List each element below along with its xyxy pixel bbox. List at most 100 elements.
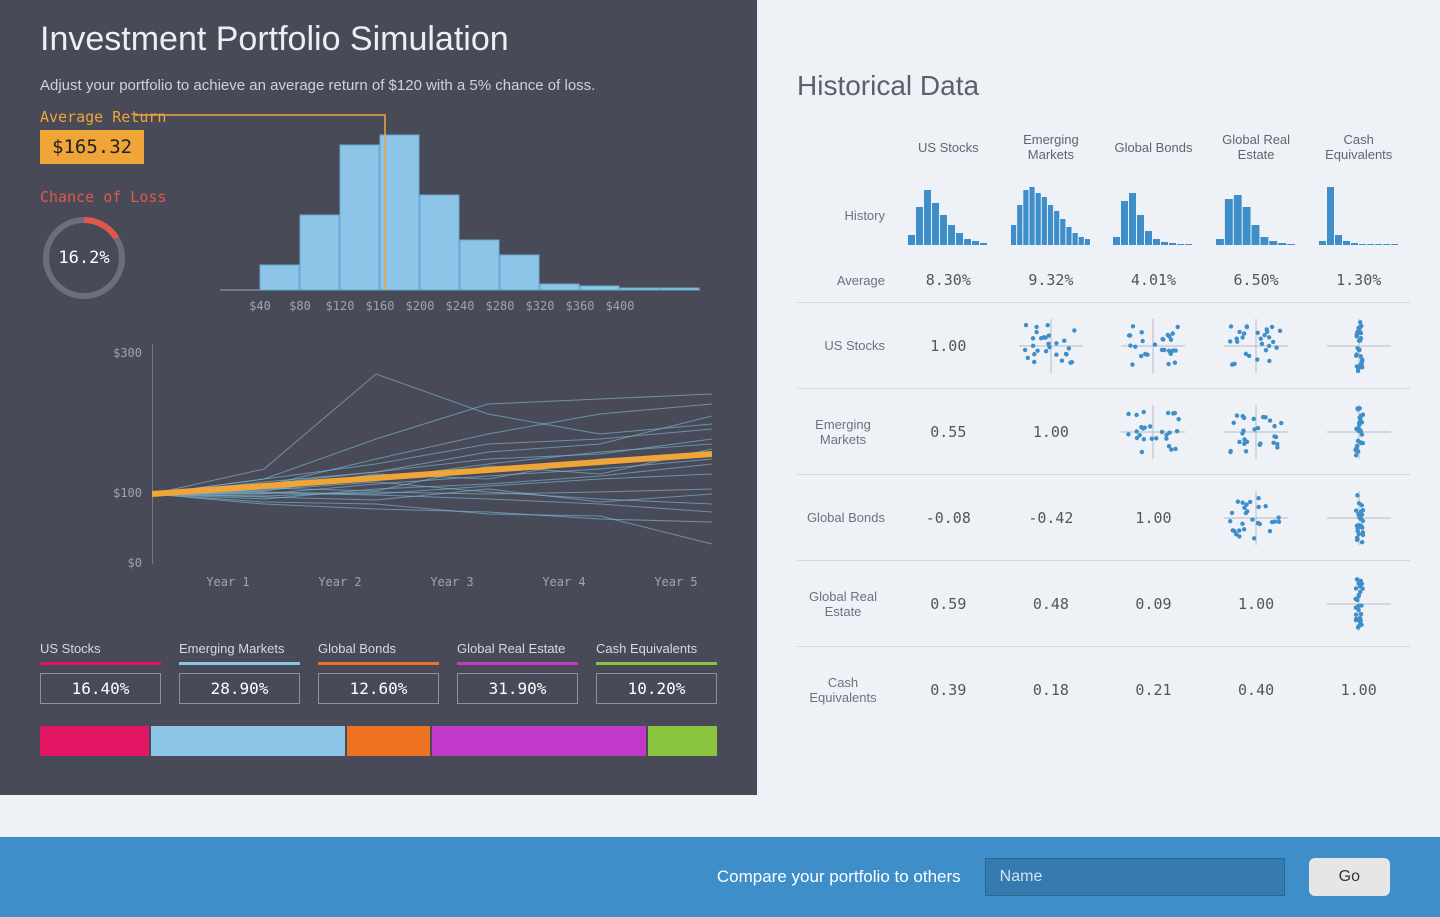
allocation-name: Global Bonds <box>318 622 439 656</box>
allocation-item: Global Real Estate <box>457 622 578 704</box>
svg-text:$280: $280 <box>486 299 515 313</box>
compare-footer: Compare your portfolio to others Go <box>0 837 1440 917</box>
historical-panel: Historical Data US StocksEmerging Market… <box>757 0 1440 795</box>
stacked-segment[interactable] <box>432 726 648 756</box>
svg-text:Year 2: Year 2 <box>318 575 361 589</box>
average-value: 1.30% <box>1307 258 1410 302</box>
stacked-segment[interactable] <box>648 726 717 756</box>
row-label: Global Real Estate <box>797 560 897 646</box>
stacked-segment[interactable] <box>347 726 432 756</box>
svg-text:$80: $80 <box>289 299 311 313</box>
chance-of-loss-value: 16.2% <box>40 214 128 302</box>
column-header: US Stocks <box>897 122 1000 172</box>
allocation-name: Cash Equivalents <box>596 622 717 656</box>
allocation-input[interactable] <box>40 673 161 704</box>
allocation-item: Emerging Markets <box>179 622 300 704</box>
mini-histogram <box>1000 172 1103 258</box>
svg-text:Year 5: Year 5 <box>654 575 697 589</box>
scatter-plot <box>1205 474 1308 560</box>
row-label: Average <box>797 258 897 302</box>
correlation-value: 1.00 <box>1102 474 1205 560</box>
scatter-plot <box>1102 388 1205 474</box>
y-axis-tick: $100 <box>92 486 142 500</box>
svg-text:$360: $360 <box>566 299 595 313</box>
scatter-plot <box>1307 388 1410 474</box>
page-title: Investment Portfolio Simulation <box>40 20 717 59</box>
correlation-value: -0.08 <box>897 474 1000 560</box>
correlation-value: 0.55 <box>897 388 1000 474</box>
y-axis-tick: $0 <box>92 556 142 570</box>
allocation-input[interactable] <box>596 673 717 704</box>
historical-grid: US StocksEmerging MarketsGlobal BondsGlo… <box>797 122 1410 732</box>
svg-text:$160: $160 <box>366 299 395 313</box>
chance-of-loss-gauge: 16.2% <box>40 214 128 302</box>
allocation-input[interactable] <box>457 673 578 704</box>
return-distribution-histogram: $40$80$120$160$200$240$280$320$360$400 <box>200 120 720 330</box>
stacked-segment[interactable] <box>40 726 151 756</box>
correlation-value: 1.00 <box>1000 388 1103 474</box>
allocation-name: Global Real Estate <box>457 622 578 656</box>
correlation-value: 1.00 <box>1307 646 1410 732</box>
grid-corner <box>797 122 897 172</box>
average-value: 4.01% <box>1102 258 1205 302</box>
svg-text:Year 1: Year 1 <box>206 575 249 589</box>
svg-text:$40: $40 <box>249 299 271 313</box>
simulation-panel: Investment Portfolio Simulation Adjust y… <box>0 0 757 795</box>
stacked-segment[interactable] <box>151 726 347 756</box>
mini-histogram <box>1205 172 1308 258</box>
scatter-plot <box>1307 474 1410 560</box>
column-header: Global Real Estate <box>1205 122 1308 172</box>
correlation-value: 1.00 <box>897 302 1000 388</box>
allocation-item: Cash Equivalents <box>596 622 717 704</box>
compare-name-input[interactable] <box>985 858 1285 896</box>
correlation-value: 0.21 <box>1102 646 1205 732</box>
mini-histogram <box>897 172 1000 258</box>
average-value: 8.30% <box>897 258 1000 302</box>
scatter-plot <box>1307 560 1410 646</box>
scatter-plot <box>1205 302 1308 388</box>
row-label: Cash Equivalents <box>797 646 897 732</box>
average-value: 6.50% <box>1205 258 1308 302</box>
average-value: 9.32% <box>1000 258 1103 302</box>
scatter-plot <box>1102 302 1205 388</box>
row-label: US Stocks <box>797 302 897 388</box>
allocation-stacked-bar[interactable] <box>40 726 717 756</box>
column-header: Global Bonds <box>1102 122 1205 172</box>
allocation-color-bar <box>596 662 717 665</box>
correlation-value: -0.42 <box>1000 474 1103 560</box>
allocation-name: US Stocks <box>40 622 161 656</box>
correlation-value: 0.48 <box>1000 560 1103 646</box>
allocation-input[interactable] <box>179 673 300 704</box>
scatter-plot <box>1000 302 1103 388</box>
svg-text:Year 3: Year 3 <box>430 575 473 589</box>
svg-text:$120: $120 <box>326 299 355 313</box>
allocation-item: Global Bonds <box>318 622 439 704</box>
correlation-value: 0.59 <box>897 560 1000 646</box>
allocation-name: Emerging Markets <box>179 622 300 656</box>
svg-text:$400: $400 <box>606 299 635 313</box>
historical-title: Historical Data <box>797 70 1410 102</box>
correlation-value: 1.00 <box>1205 560 1308 646</box>
y-axis-tick: $300 <box>92 346 142 360</box>
row-label: History <box>797 172 897 258</box>
correlation-value: 0.40 <box>1205 646 1308 732</box>
svg-text:Year 4: Year 4 <box>542 575 585 589</box>
avg-return-value: $165.32 <box>40 130 144 164</box>
mini-histogram <box>1307 172 1410 258</box>
scatter-plot <box>1205 388 1308 474</box>
allocation-color-bar <box>457 662 578 665</box>
allocation-input[interactable] <box>318 673 439 704</box>
compare-go-button[interactable]: Go <box>1309 858 1390 896</box>
allocation-inputs: US Stocks Emerging Markets Global Bonds … <box>40 622 717 704</box>
simulation-line-chart: $300 $100 $0 Year 1 Year 2 Year 3 Year 4 Year … <box>40 344 717 604</box>
allocation-color-bar <box>40 662 161 665</box>
correlation-value: 0.09 <box>1102 560 1205 646</box>
scatter-plot <box>1307 302 1410 388</box>
mini-histogram <box>1102 172 1205 258</box>
correlation-value: 0.18 <box>1000 646 1103 732</box>
allocation-color-bar <box>318 662 439 665</box>
compare-label: Compare your portfolio to others <box>717 867 961 887</box>
svg-text:$200: $200 <box>406 299 435 313</box>
row-label: Global Bonds <box>797 474 897 560</box>
svg-text:$320: $320 <box>526 299 555 313</box>
